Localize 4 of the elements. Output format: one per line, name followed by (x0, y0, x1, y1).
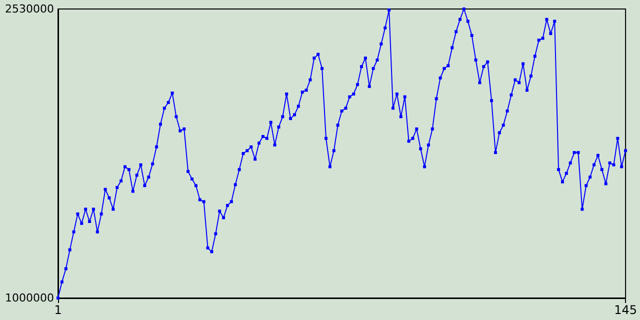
x-tick-label: 145 (614, 303, 637, 317)
x-tick-label: 1 (54, 303, 62, 317)
y-tick-label: 1000000 (5, 292, 54, 304)
y-tick-label: 2530000 (5, 2, 54, 16)
